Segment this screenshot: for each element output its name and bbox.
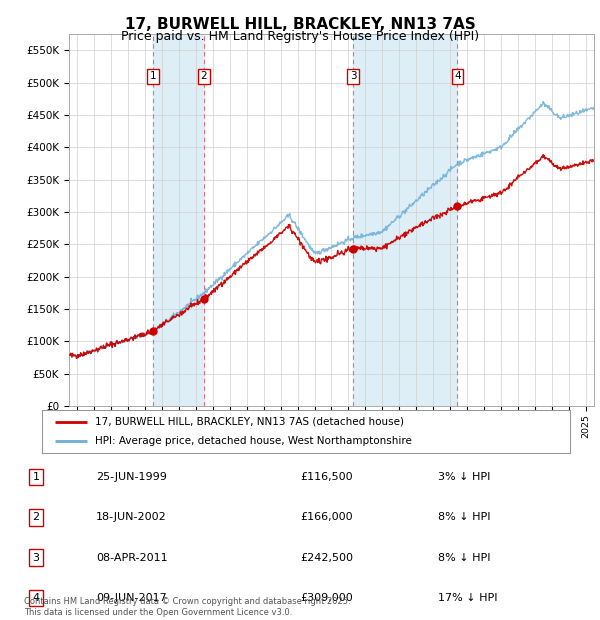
Text: 25-JUN-1999: 25-JUN-1999 xyxy=(96,472,167,482)
Text: 8% ↓ HPI: 8% ↓ HPI xyxy=(438,552,491,563)
Text: 3: 3 xyxy=(32,552,40,563)
Text: Price paid vs. HM Land Registry's House Price Index (HPI): Price paid vs. HM Land Registry's House … xyxy=(121,30,479,43)
Text: 17, BURWELL HILL, BRACKLEY, NN13 7AS: 17, BURWELL HILL, BRACKLEY, NN13 7AS xyxy=(125,17,475,32)
Bar xyxy=(353,34,457,406)
Text: 17, BURWELL HILL, BRACKLEY, NN13 7AS (detached house): 17, BURWELL HILL, BRACKLEY, NN13 7AS (de… xyxy=(95,417,404,427)
Text: 09-JUN-2017: 09-JUN-2017 xyxy=(96,593,167,603)
Text: Contains HM Land Registry data © Crown copyright and database right 2025.
This d: Contains HM Land Registry data © Crown c… xyxy=(24,598,350,617)
Text: £166,000: £166,000 xyxy=(300,512,353,523)
Text: 3: 3 xyxy=(350,71,356,81)
Text: 17% ↓ HPI: 17% ↓ HPI xyxy=(438,593,497,603)
Text: £116,500: £116,500 xyxy=(300,472,353,482)
Text: 08-APR-2011: 08-APR-2011 xyxy=(96,552,167,563)
Text: 8% ↓ HPI: 8% ↓ HPI xyxy=(438,512,491,523)
Text: 18-JUN-2002: 18-JUN-2002 xyxy=(96,512,167,523)
Text: 1: 1 xyxy=(32,472,40,482)
Text: 3% ↓ HPI: 3% ↓ HPI xyxy=(438,472,490,482)
Text: £309,000: £309,000 xyxy=(300,593,353,603)
Text: 4: 4 xyxy=(454,71,461,81)
Text: 2: 2 xyxy=(32,512,40,523)
Text: £242,500: £242,500 xyxy=(300,552,353,563)
Text: 1: 1 xyxy=(150,71,157,81)
Text: 2: 2 xyxy=(200,71,207,81)
Bar xyxy=(154,34,204,406)
Text: HPI: Average price, detached house, West Northamptonshire: HPI: Average price, detached house, West… xyxy=(95,436,412,446)
Text: 4: 4 xyxy=(32,593,40,603)
